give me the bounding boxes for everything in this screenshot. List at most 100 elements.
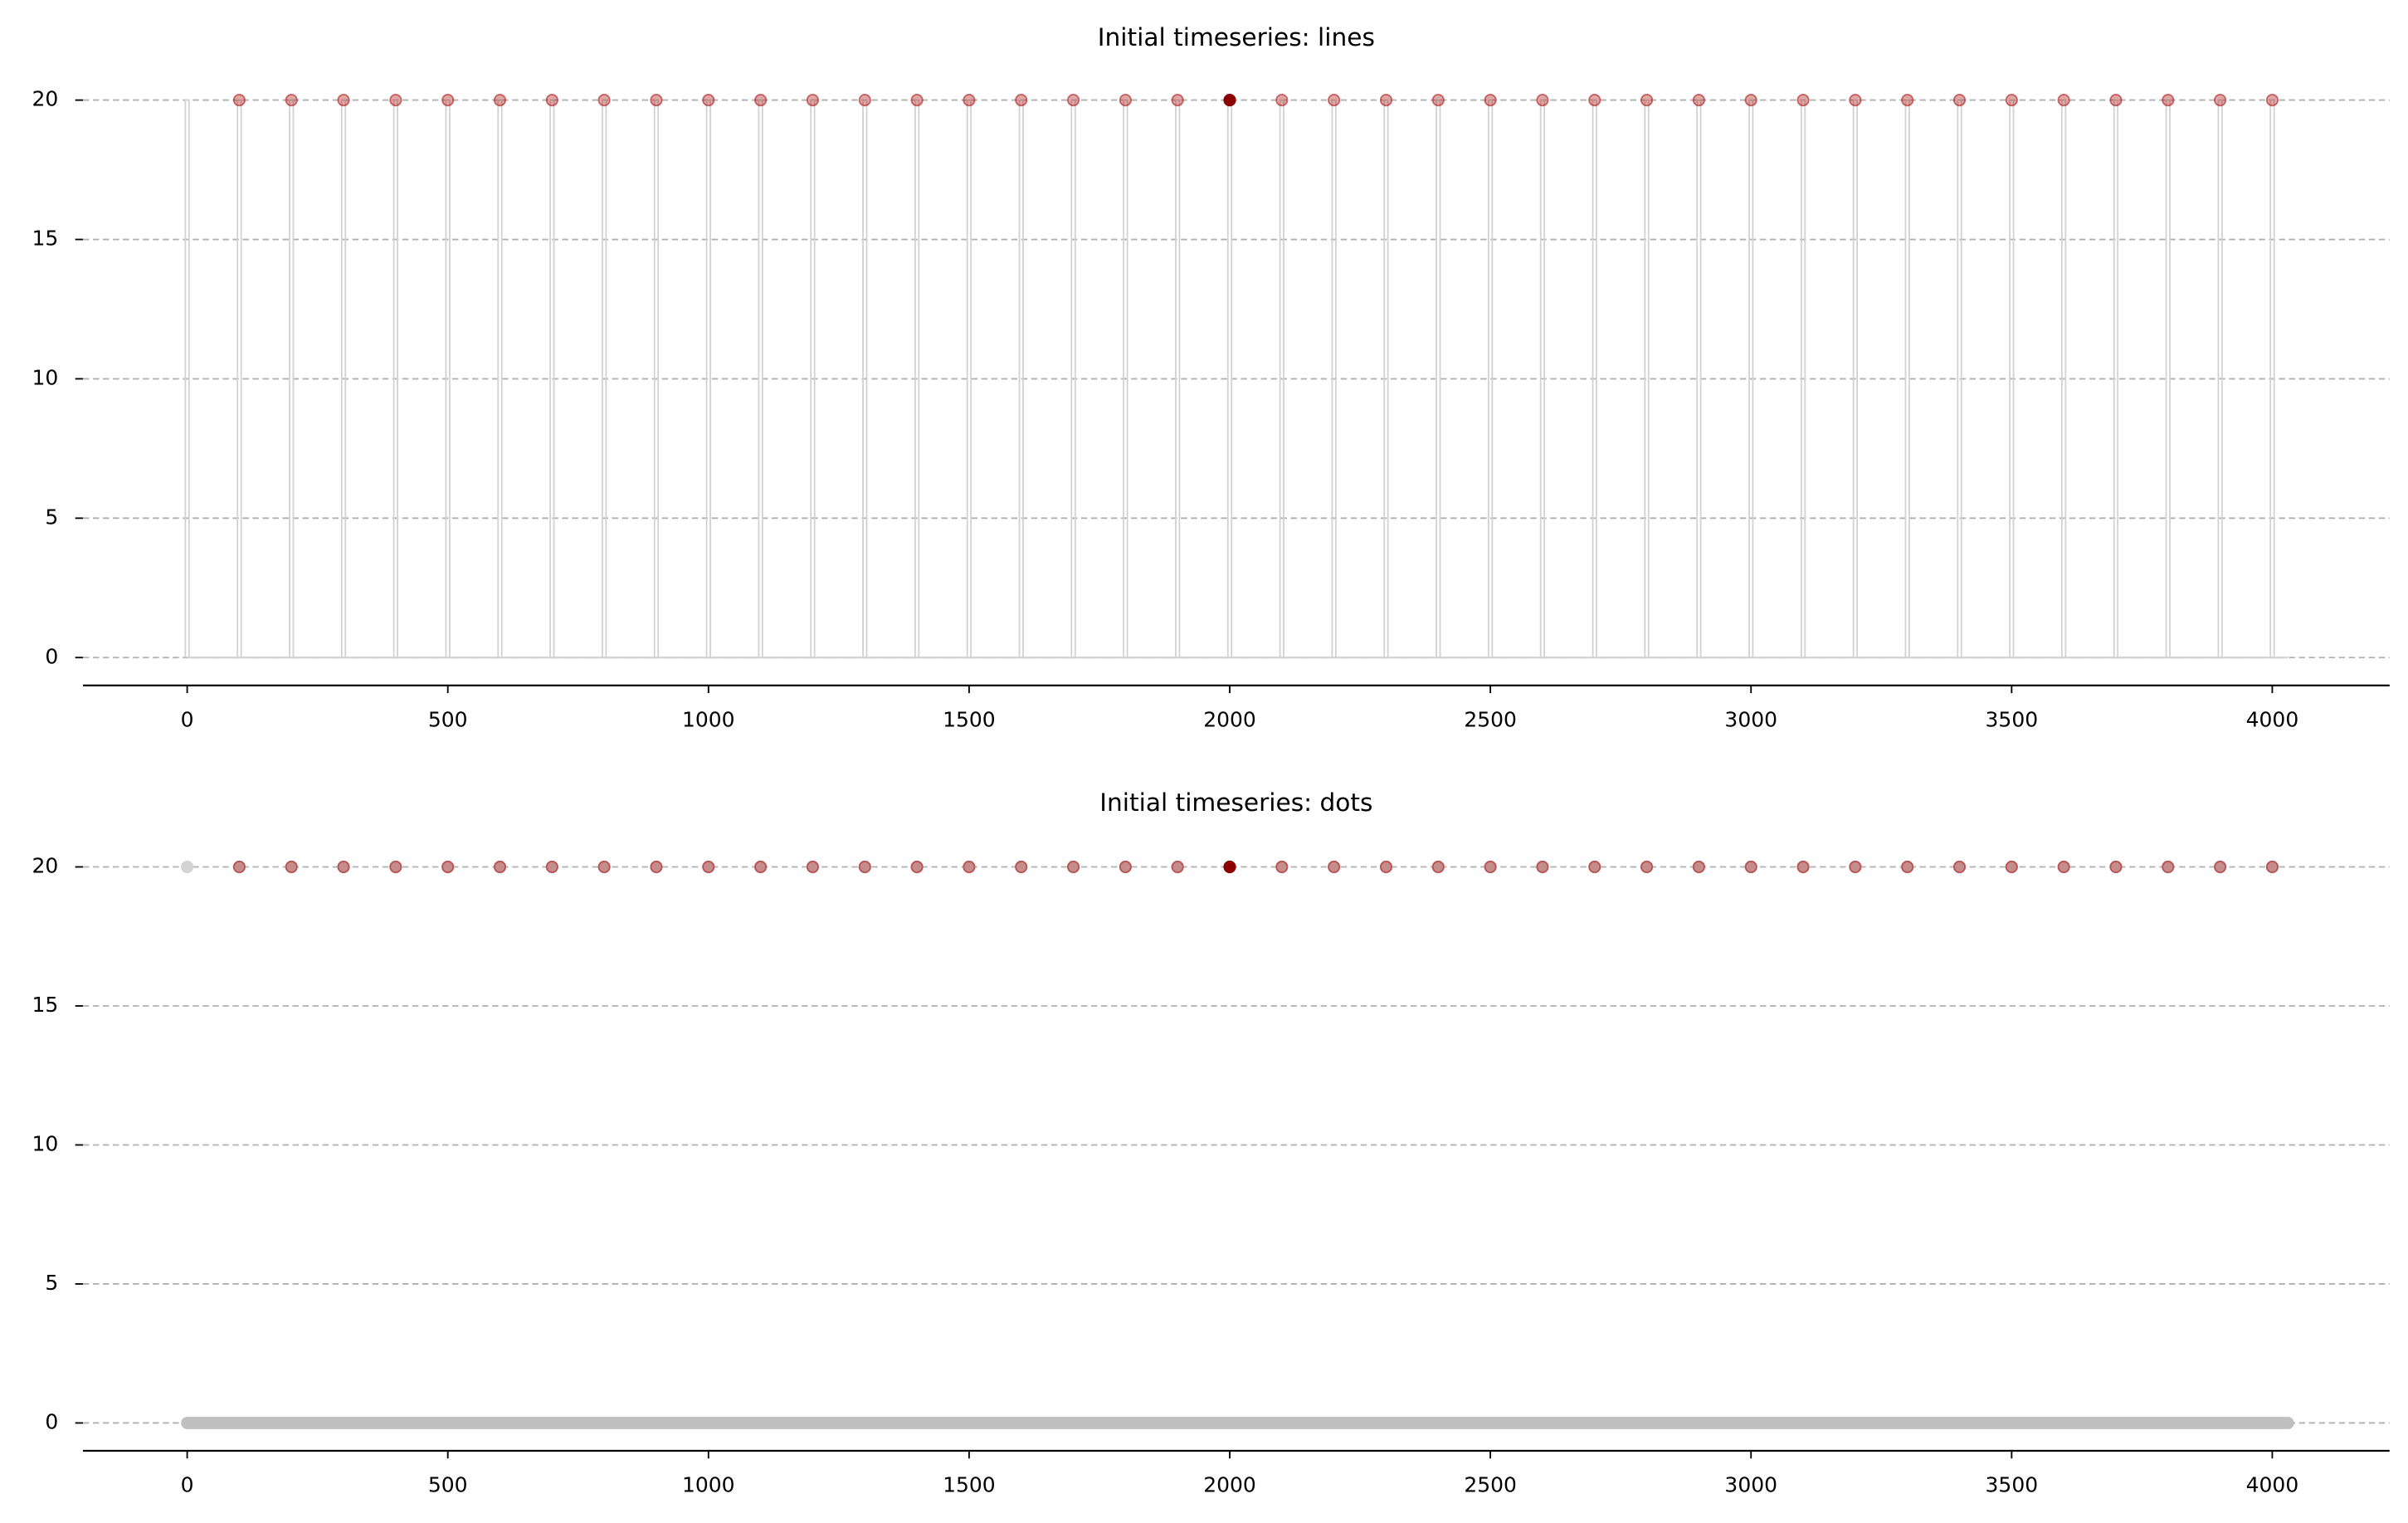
point <box>1119 860 1132 874</box>
point <box>1171 860 1184 874</box>
x-tick-label: 1500 <box>943 1473 996 1497</box>
y-tick-label: 10 <box>32 1131 59 1155</box>
point <box>232 94 246 107</box>
point <box>1328 860 1341 874</box>
point <box>545 94 558 107</box>
point <box>1223 94 1236 107</box>
point <box>1588 860 1601 874</box>
y-tick-label: 15 <box>32 227 59 251</box>
spike <box>1644 99 1650 658</box>
point <box>910 94 924 107</box>
point <box>2057 94 2070 107</box>
point <box>754 94 768 107</box>
point <box>1379 860 1393 874</box>
spike <box>2009 99 2015 658</box>
point <box>650 94 663 107</box>
spike <box>914 99 920 658</box>
spike <box>1800 99 1806 658</box>
y-tick-label: 20 <box>32 854 59 878</box>
point <box>597 860 611 874</box>
point <box>285 94 298 107</box>
spike <box>862 99 868 658</box>
point <box>1066 94 1080 107</box>
spike <box>2217 99 2223 658</box>
point <box>2109 860 2123 874</box>
point <box>1275 860 1289 874</box>
spike <box>1123 99 1128 658</box>
point <box>493 94 507 107</box>
spike <box>1331 99 1337 658</box>
point <box>1796 94 1810 107</box>
point <box>1536 94 1549 107</box>
spike <box>1539 99 1546 658</box>
spike <box>340 99 347 658</box>
spike <box>1226 99 1233 658</box>
x-tick-label: 500 <box>428 707 468 731</box>
y-tick-label: 0 <box>45 1409 58 1433</box>
point <box>2162 94 2175 107</box>
spike <box>392 99 399 658</box>
point <box>2057 860 2070 874</box>
point <box>337 860 350 874</box>
point <box>232 860 246 874</box>
spike <box>1904 99 1910 658</box>
point <box>1640 860 1654 874</box>
point <box>1849 94 1862 107</box>
x-tick-label: 1000 <box>682 707 735 731</box>
point <box>1328 94 1341 107</box>
point <box>1223 860 1236 874</box>
x-tick-label: 2500 <box>1464 707 1517 731</box>
point <box>963 860 976 874</box>
point <box>702 94 715 107</box>
point <box>1588 94 1601 107</box>
spike <box>1175 99 1181 658</box>
x-tick-label: 1500 <box>943 707 996 731</box>
y-tick-label: 10 <box>32 365 59 389</box>
point <box>1692 860 1705 874</box>
spike <box>602 99 607 658</box>
spike <box>1383 99 1389 658</box>
point <box>858 860 871 874</box>
spike <box>1957 99 1962 658</box>
spike <box>1279 99 1284 658</box>
y-tick-label: 15 <box>32 993 59 1017</box>
point <box>1640 94 1654 107</box>
x-tick-label: 3000 <box>1724 707 1777 731</box>
point <box>754 860 768 874</box>
spike <box>653 99 660 658</box>
spike <box>2113 99 2119 658</box>
point <box>441 94 455 107</box>
point <box>1952 860 1967 874</box>
point <box>1275 94 1289 107</box>
spike <box>1592 99 1597 658</box>
spike <box>236 99 242 658</box>
point <box>1171 94 1184 107</box>
point <box>1901 94 1914 107</box>
spike <box>1018 99 1024 658</box>
spike <box>1748 99 1754 658</box>
point <box>1015 860 1028 874</box>
point <box>1484 860 1497 874</box>
y-tick-label: 5 <box>45 505 58 529</box>
x-tick-label: 2000 <box>1203 707 1256 731</box>
point <box>389 860 402 874</box>
y-tick-label: 5 <box>45 1271 58 1295</box>
point <box>2162 860 2175 874</box>
point <box>1066 860 1080 874</box>
spike <box>1487 99 1494 658</box>
point <box>180 860 194 874</box>
spike <box>497 99 503 658</box>
point <box>2109 94 2123 107</box>
point <box>2005 860 2018 874</box>
spike <box>705 99 711 658</box>
point <box>2265 860 2279 874</box>
point <box>493 860 507 874</box>
spike <box>1696 99 1702 658</box>
point <box>1692 94 1705 107</box>
point <box>963 94 976 107</box>
chart-title: Initial timeseries: dots <box>1099 788 1372 817</box>
point <box>2214 860 2227 874</box>
point <box>337 94 350 107</box>
